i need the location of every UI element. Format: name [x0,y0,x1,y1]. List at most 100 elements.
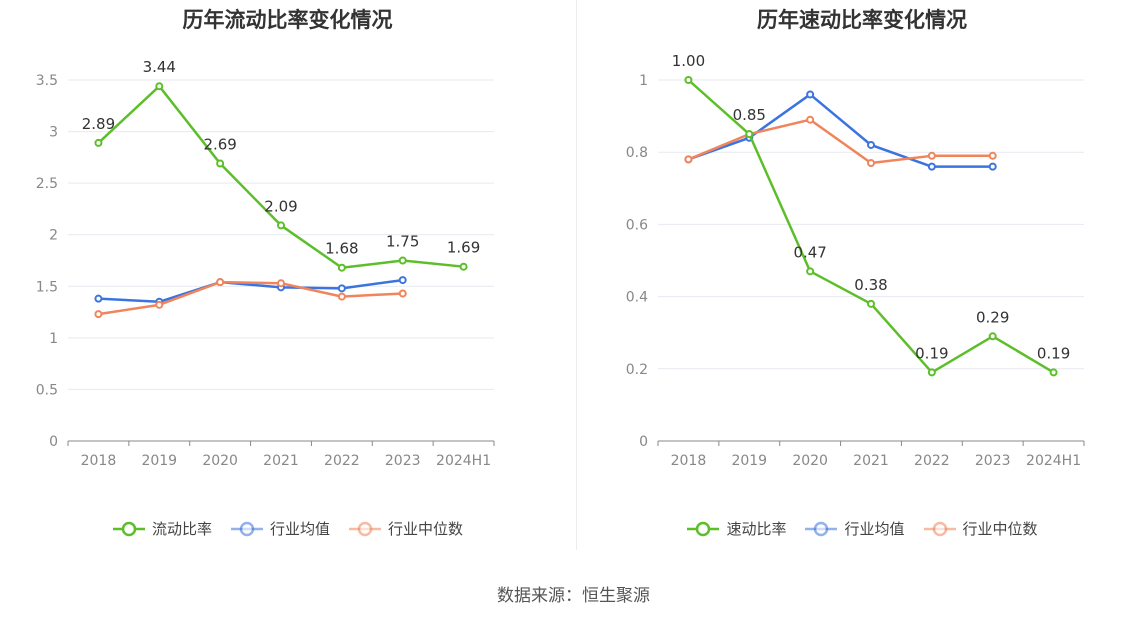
legend-circle [357,521,373,536]
data-point [216,159,225,168]
x-tick-label: 2019 [141,453,177,469]
data-label: 0.38 [854,276,887,294]
data-point [988,151,997,160]
x-tick-label: 2021 [853,453,889,469]
legend-item[interactable]: 行业中位数 [923,518,1038,539]
y-tick-label: 2 [49,228,58,244]
data-label: 1.68 [325,240,358,258]
x-tick-label: 2019 [731,453,767,469]
current-ratio-plot: 0 0.5 1 1.5 2 2.5 3 3.5 2018 2019 2020 2021 2022 2023… [36,58,495,469]
data-point [398,289,407,298]
y-tick-label: 0.8 [626,145,648,161]
data-point [337,284,346,293]
data-point [337,292,346,301]
x-tick-label: 2018 [81,453,117,469]
y-tick-label: 1.5 [36,279,58,295]
y-tick-label: 0.4 [626,290,648,306]
legend-circle [239,521,255,536]
data-label: 1.00 [672,52,705,70]
data-label: 2.09 [264,197,297,215]
data-point [216,278,225,287]
y-tick-label: 0 [639,434,648,450]
x-tick-label: 2024H1 [436,453,491,469]
x-tick-label: 2024H1 [1026,453,1081,469]
data-point [806,90,815,99]
legend-circle [696,521,711,536]
series-line [687,118,993,165]
x-tick-label: 2023 [975,453,1011,469]
data-point [867,140,875,149]
x-tick-label: 2022 [914,453,950,469]
data-point [927,151,936,160]
panel-divider [576,0,577,550]
y-tick-label: 3 [49,125,58,141]
x-tick-label: 2021 [263,453,299,469]
legend-marker-icon [923,521,956,536]
legend-marker-icon [687,521,720,536]
quick-ratio-plot: 0 0.2 0.4 0.6 0.8 1 2018 2019 2020 2021 2022 2023 20… [626,52,1085,469]
data-point [155,82,164,91]
data-point [745,130,754,139]
x-tick-label: 2020 [792,453,828,469]
data-point [867,159,875,168]
data-label: 0.47 [793,243,826,261]
y-tick-label: 3.5 [36,73,58,89]
legend-label: 行业中位数 [388,520,464,538]
chart-title: 历年速动比率变化情况 [757,8,967,32]
data-label: 2.89 [82,115,115,133]
series-line [98,278,403,304]
chart-legend: 速动比率 行业均值 行业中位数 [577,518,1147,539]
data-point [277,279,285,288]
data-point [155,300,164,309]
chart-title: 历年流动比率变化情况 [182,8,393,32]
y-tick-label: 1 [49,331,58,347]
data-source: 数据来源：恒生聚源 [497,586,650,606]
legend-item[interactable]: 速动比率 [686,518,786,539]
data-label: 0.29 [976,308,1009,326]
data-point [806,115,815,124]
data-point [867,299,875,308]
legend-label: 行业中位数 [962,520,1038,538]
data-label: 3.44 [143,58,176,76]
x-tick-label: 2018 [671,453,707,469]
legend-item[interactable]: 行业均值 [804,518,905,539]
data-label: 0.85 [733,106,766,124]
legend-marker-icon [805,521,838,536]
x-tick-label: 2023 [385,453,421,469]
legend-item[interactable]: 行业均值 [230,518,330,539]
series-line [688,93,993,168]
legend-label: 行业均值 [844,520,905,538]
data-label: 0.19 [915,344,948,362]
data-point [988,162,997,171]
chart-legend: 流动比率 行业均值 行业中位数 [0,518,575,539]
legend-marker-icon [112,521,145,536]
legend-item[interactable]: 行业中位数 [348,518,463,539]
data-label: 1.69 [447,239,480,257]
x-tick-label: 2022 [324,453,360,469]
legend-item[interactable]: 流动比率 [112,518,212,539]
data-point [398,256,407,265]
data-point [684,76,693,84]
data-point [806,267,815,276]
y-tick-label: 1 [639,73,648,89]
legend-circle [814,521,829,536]
data-label: 0.19 [1037,344,1070,362]
y-tick-label: 2.5 [36,176,58,192]
data-point [337,263,346,272]
legend-circle [932,521,947,536]
y-tick-label: 0.2 [626,362,648,378]
y-tick-label: 0 [49,434,58,450]
quick-ratio-chart: 历年速动比率变化情况 0 0.2 0.4 0.6 0.8 1 2018 2019 2020 202… [577,0,1147,560]
y-tick-label: 0.6 [626,217,648,233]
data-label: 1.75 [386,233,419,251]
data-point [398,276,407,285]
legend-label: 速动比率 [726,520,787,538]
data-point [94,294,103,303]
data-point [988,332,997,341]
data-point [94,138,103,147]
data-point [684,155,693,164]
legend-label: 流动比率 [151,520,212,538]
data-point [1049,368,1058,377]
x-tick-label: 2020 [202,453,238,469]
legend-circle [121,521,137,536]
